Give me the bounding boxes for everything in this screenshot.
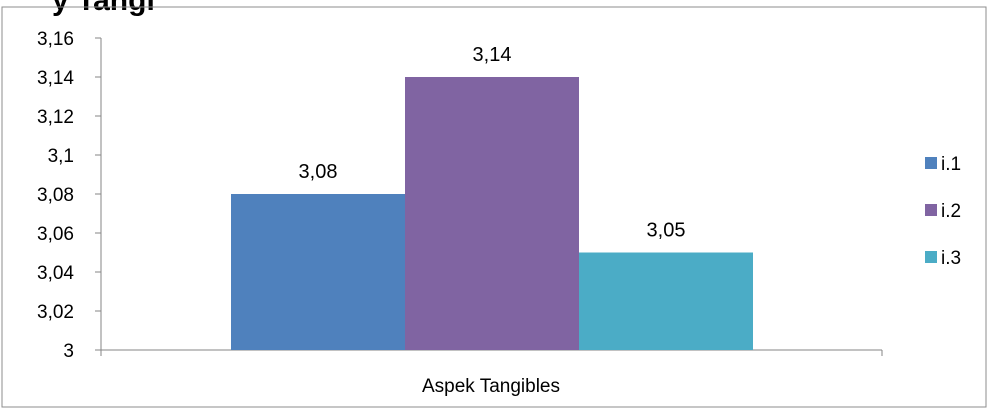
y-tick-label: 3,1 <box>48 146 74 167</box>
legend-swatch-i.1 <box>925 157 937 169</box>
y-axis-ticks: 3 3,02 3,04 3,06 3,08 3,1 3,12 3,14 3,16 <box>37 29 101 362</box>
bars-group <box>231 77 753 350</box>
data-label-i.3: 3,05 <box>647 220 686 242</box>
chart-title-fragment: y Tangi <box>52 0 155 17</box>
legend-label-i.2: i.2 <box>941 201 961 222</box>
y-tick-label: 3,16 <box>37 29 74 50</box>
data-labels-group: 3,08 3,14 3,05 <box>299 44 686 242</box>
category-label: Aspek Tangibles <box>422 376 560 397</box>
y-tick-label: 3 <box>63 341 74 362</box>
legend-label-i.1: i.1 <box>941 154 961 175</box>
data-label-i.2: 3,14 <box>473 44 512 66</box>
data-label-i.1: 3,08 <box>299 161 338 183</box>
y-tick-label: 3,08 <box>37 185 74 206</box>
bar-i.1 <box>231 194 405 350</box>
bar-i.2 <box>405 77 579 350</box>
chart-border <box>1 6 987 408</box>
legend-swatch-i.3 <box>925 251 937 263</box>
legend-swatch-i.2 <box>925 204 937 216</box>
legend: i.1 i.2 i.3 <box>925 154 961 269</box>
y-tick-label: 3,06 <box>37 224 74 245</box>
y-tick-label: 3,04 <box>37 263 74 284</box>
bar-i.3 <box>579 252 753 350</box>
y-tick-label: 3,12 <box>37 107 74 128</box>
y-tick-label: 3,02 <box>37 302 74 323</box>
legend-label-i.3: i.3 <box>941 248 961 269</box>
y-tick-label: 3,14 <box>37 68 74 89</box>
